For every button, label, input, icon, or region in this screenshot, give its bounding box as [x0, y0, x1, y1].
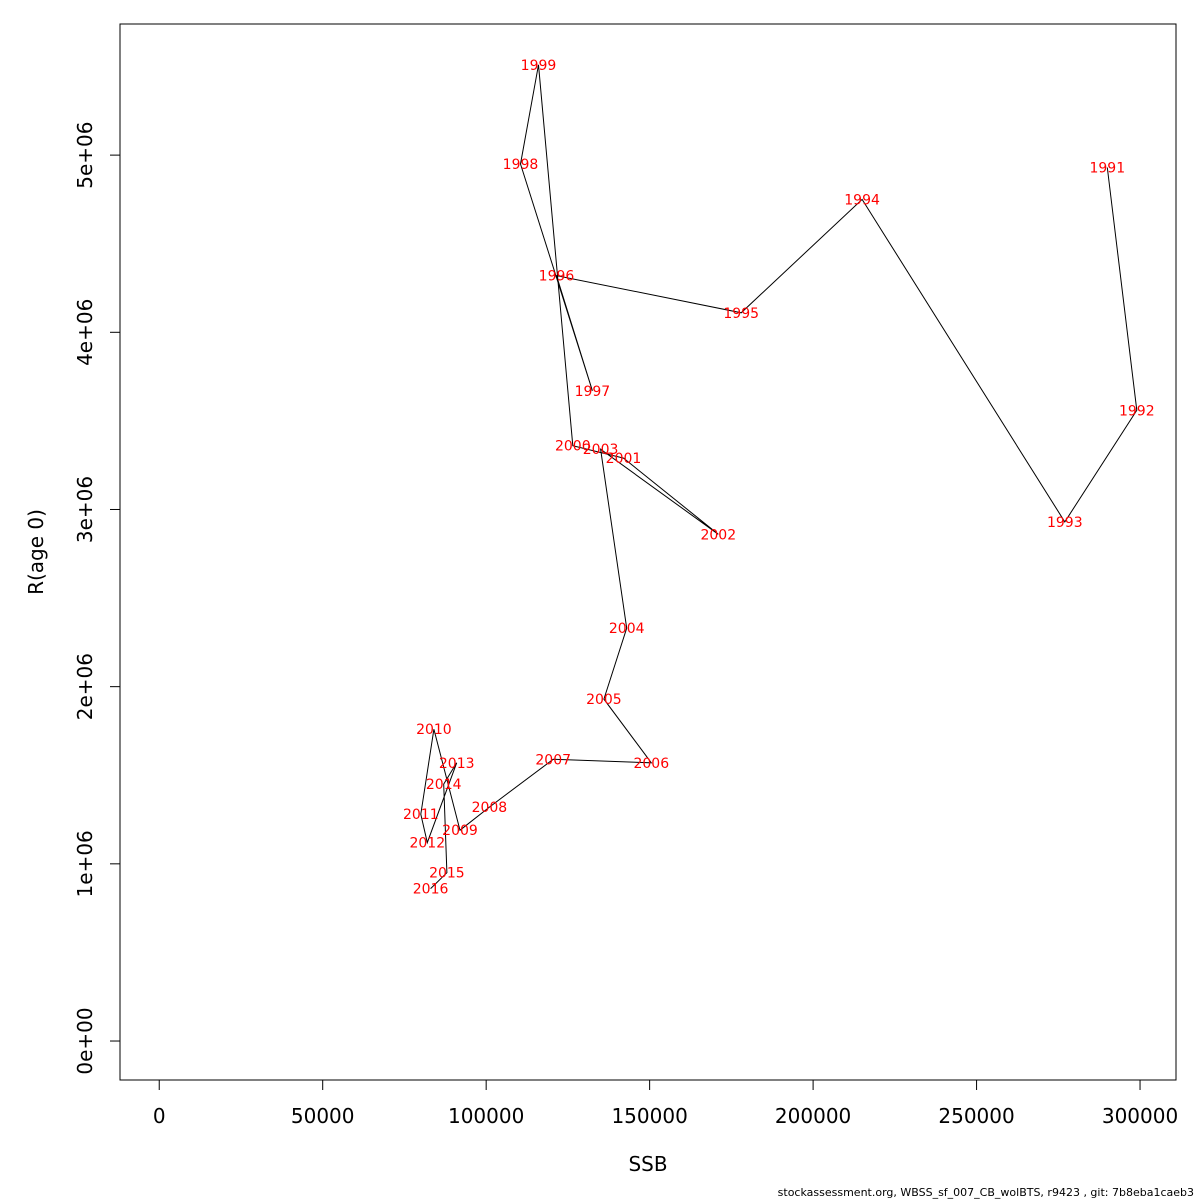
x-axis-label: SSB — [628, 1152, 667, 1176]
year-label-1993: 1993 — [1047, 515, 1083, 531]
plot-frame — [119, 23, 1177, 1081]
y-tick-label: 0e+00 — [73, 1007, 97, 1074]
year-label-2006: 2006 — [633, 756, 669, 772]
year-label-1995: 1995 — [723, 306, 759, 322]
year-label-2009: 2009 — [442, 823, 478, 839]
x-tick-label: 250000 — [938, 1104, 1014, 1128]
year-label-1999: 1999 — [521, 58, 557, 74]
year-label-2011: 2011 — [403, 807, 439, 823]
trajectory-line — [420, 64, 1138, 889]
year-label-2001: 2001 — [606, 451, 642, 467]
year-label-2014: 2014 — [426, 777, 462, 793]
year-label-2013: 2013 — [439, 756, 475, 772]
year-label-2003: 2003 — [583, 442, 619, 458]
x-tick-label: 100000 — [448, 1104, 524, 1128]
year-label-2004: 2004 — [609, 621, 645, 637]
year-label-2015: 2015 — [429, 866, 465, 882]
year-label-2005: 2005 — [586, 692, 622, 708]
year-label-2016: 2016 — [413, 882, 449, 898]
x-tick-label: 50000 — [291, 1104, 355, 1128]
y-tick-label: 2e+06 — [73, 653, 97, 720]
year-label-1996: 1996 — [539, 269, 575, 285]
year-label-2012: 2012 — [409, 836, 445, 852]
x-tick-label: 0 — [153, 1104, 166, 1128]
y-tick-label: 5e+06 — [73, 121, 97, 188]
year-label-2010: 2010 — [416, 722, 452, 738]
year-label-1991: 1991 — [1089, 161, 1125, 177]
year-label-1998: 1998 — [503, 157, 539, 173]
year-label-1997: 1997 — [575, 384, 611, 400]
y-tick-label: 1e+06 — [73, 830, 97, 897]
x-axis: 0 50000 100000 150000 200000 250000 300000 — [153, 1079, 1178, 1128]
year-label-2008: 2008 — [472, 800, 508, 816]
y-axis: 0e+00 1e+06 2e+06 3e+06 4e+06 5e+06 — [73, 121, 121, 1075]
y-tick-label: 3e+06 — [73, 476, 97, 543]
x-tick-label: 200000 — [775, 1104, 851, 1128]
x-tick-label: 300000 — [1102, 1104, 1178, 1128]
y-tick-label: 4e+06 — [73, 299, 97, 366]
year-label-2002: 2002 — [700, 527, 736, 543]
year-labels: 1991 1992 1993 1994 1995 1996 1997 1998 1999 2000… — [403, 58, 1155, 898]
year-label-2007: 2007 — [535, 752, 571, 768]
x-tick-label: 150000 — [611, 1104, 687, 1128]
year-label-1992: 1992 — [1119, 403, 1155, 419]
year-label-1994: 1994 — [844, 192, 880, 208]
year-label-2000: 2000 — [555, 439, 591, 455]
y-axis-label: R(age 0) — [24, 509, 48, 595]
footer-credit: stockassessment.org, WBSS_sf_007_CB_wolB… — [777, 1186, 1194, 1199]
